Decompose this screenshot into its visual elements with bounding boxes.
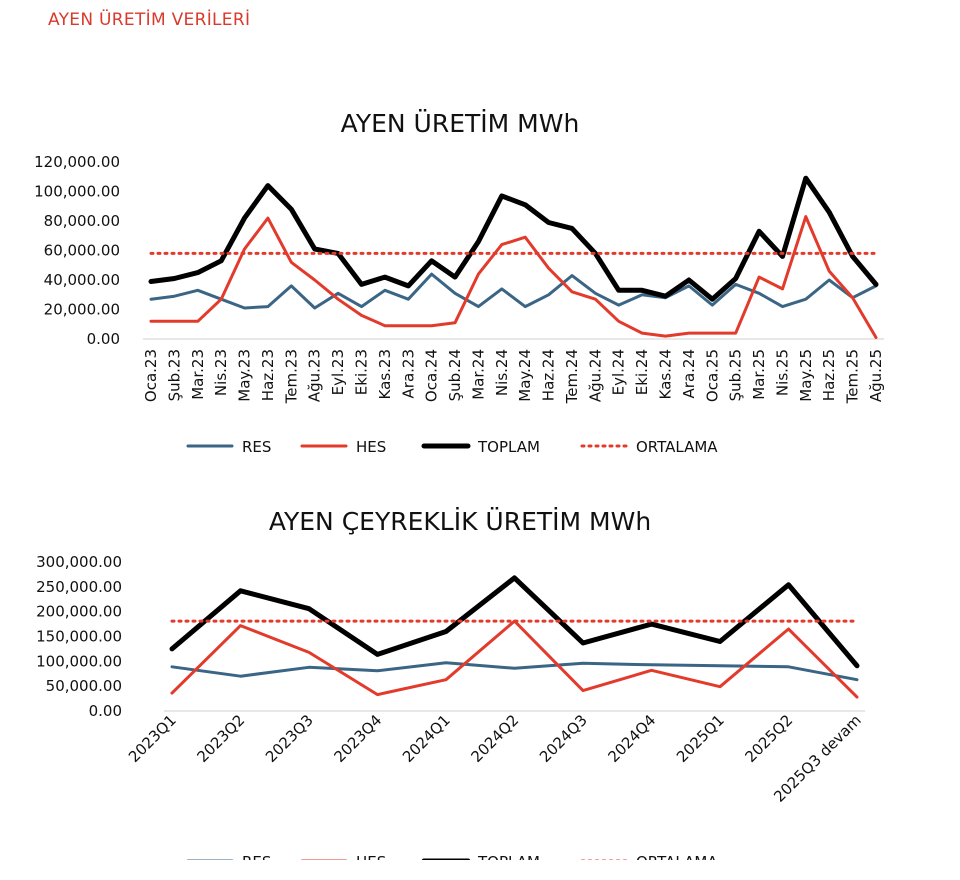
y-tick-label: 0.00 xyxy=(89,702,122,720)
y-tick-label: 100,000.00 xyxy=(34,183,120,201)
x-tick-label: 2024Q3 xyxy=(536,711,591,766)
x-tick-label: Eyl.23 xyxy=(329,349,347,395)
x-tick-label: Oca.24 xyxy=(423,349,441,402)
chart-title: AYEN ÇEYREKLİK ÜRETİM MWh xyxy=(269,507,651,536)
x-tick-label: Ara.24 xyxy=(680,349,698,398)
series-lines xyxy=(169,575,860,699)
legend-label-toplam: TOPLAM xyxy=(477,853,540,860)
y-tick-label: 0.00 xyxy=(87,330,120,348)
x-tick-label: Şub.23 xyxy=(165,349,183,401)
x-tick-label: Tem.23 xyxy=(282,349,300,404)
legend-label-toplam: TOPLAM xyxy=(477,438,540,456)
series-line-toplam xyxy=(169,575,860,669)
legend-label-hes: HES xyxy=(356,438,386,456)
x-tick-label: 2024Q1 xyxy=(399,711,454,766)
y-tick-label: 200,000.00 xyxy=(36,603,122,621)
legend-label-hes: HES xyxy=(356,853,386,860)
legend-label-res: RES xyxy=(242,438,271,456)
legend: RES HES TOPLAM ORTALAMA xyxy=(186,438,718,456)
x-tick-label: Mar.25 xyxy=(750,349,768,400)
x-tick-label: Ara.23 xyxy=(399,349,417,398)
legend-label-ortalama: ORTALAMA xyxy=(636,438,718,456)
y-tick-label: 50,000.00 xyxy=(46,677,122,695)
x-tick-label: Şub.24 xyxy=(446,349,464,401)
series-line-hes xyxy=(170,619,859,699)
x-tick-label: Kas.24 xyxy=(657,349,675,399)
y-tick-label: 40,000.00 xyxy=(44,271,120,289)
series-line-res xyxy=(149,272,878,310)
x-axis-ticks: 2023Q1 2023Q2 2023Q3 2023Q4 2024Q1 2024Q2 2024… xyxy=(125,711,865,806)
x-tick-label: Mar.24 xyxy=(469,349,487,400)
y-tick-label: 80,000.00 xyxy=(44,212,120,230)
x-tick-label: May.25 xyxy=(797,349,815,402)
x-tick-label: Oca.23 xyxy=(142,349,160,402)
x-tick-label: 2023Q1 xyxy=(125,711,180,766)
x-tick-label: Eyl.24 xyxy=(610,349,628,395)
x-tick-label: 2023Q2 xyxy=(194,711,249,766)
y-tick-label: 150,000.00 xyxy=(36,628,122,646)
x-tick-label: Nis.25 xyxy=(773,349,791,396)
x-tick-label: 2025Q1 xyxy=(673,711,728,766)
legend: RES HES TOPLAM ORTALAMA xyxy=(186,853,718,860)
y-tick-label: 120,000.00 xyxy=(34,153,120,171)
x-tick-label: 2024Q4 xyxy=(605,711,660,766)
series-lines xyxy=(148,175,879,339)
x-tick-label: Oca.25 xyxy=(703,349,721,402)
x-tick-label: Şub.25 xyxy=(727,349,745,401)
legend-label-res: RES xyxy=(242,853,271,860)
y-tick-label: 60,000.00 xyxy=(44,242,120,260)
y-axis-ticks: 0.00 50,000.00 100,000.00 150,000.00 200,000… xyxy=(36,553,122,720)
x-tick-label: Mar.23 xyxy=(189,349,207,400)
quarterly-production-chart: AYEN ÇEYREKLİK ÜRETİM MWh 0.00 50,000.00 1… xyxy=(36,507,865,860)
x-tick-label: 2024Q2 xyxy=(468,711,523,766)
y-tick-label: 20,000.00 xyxy=(44,301,120,319)
x-tick-label: 2023Q3 xyxy=(262,711,317,766)
series-line-toplam xyxy=(148,175,879,302)
x-tick-label: Ağu.23 xyxy=(306,349,324,402)
chart-title: AYEN ÜRETİM MWh xyxy=(341,109,580,138)
x-tick-label: Eki.23 xyxy=(352,349,370,395)
x-tick-label: Tem.24 xyxy=(563,349,581,404)
y-tick-label: 300,000.00 xyxy=(36,553,122,571)
x-tick-label: Haz.23 xyxy=(259,349,277,401)
x-tick-label: Kas.23 xyxy=(376,349,394,399)
x-tick-label: May.24 xyxy=(516,349,534,402)
y-axis-ticks: 0.00 20,000.00 40,000.00 60,000.00 80,000.00… xyxy=(34,153,120,348)
x-tick-label: Nis.23 xyxy=(212,349,230,396)
x-tick-label: 2023Q4 xyxy=(331,711,386,766)
x-tick-label: Haz.24 xyxy=(540,349,558,401)
monthly-production-chart: AYEN ÜRETİM MWh 0.00 20,000.00 40,000.00 60… xyxy=(34,109,885,456)
x-tick-label: Haz.25 xyxy=(820,349,838,401)
y-tick-label: 100,000.00 xyxy=(36,652,122,670)
x-tick-label: Eki.24 xyxy=(633,349,651,395)
x-tick-label: Nis.24 xyxy=(493,349,511,396)
page-header-title: AYEN ÜRETİM VERİLERİ xyxy=(48,10,251,30)
x-tick-label: Ağu.24 xyxy=(586,349,604,402)
legend-label-ortalama: ORTALAMA xyxy=(636,853,718,860)
y-tick-label: 250,000.00 xyxy=(36,578,122,596)
x-tick-label: 2025Q2 xyxy=(742,711,797,766)
x-tick-label: Ağu.25 xyxy=(867,349,885,402)
x-tick-label: May.23 xyxy=(236,349,254,402)
series-line-res xyxy=(170,661,859,682)
x-tick-label: Tem.25 xyxy=(844,349,862,404)
series-line-hes xyxy=(149,215,878,339)
x-axis-ticks: Oca.23 Şub.23 Mar.23 Nis.23 May.23 Haz.23 Tem.… xyxy=(142,349,885,404)
